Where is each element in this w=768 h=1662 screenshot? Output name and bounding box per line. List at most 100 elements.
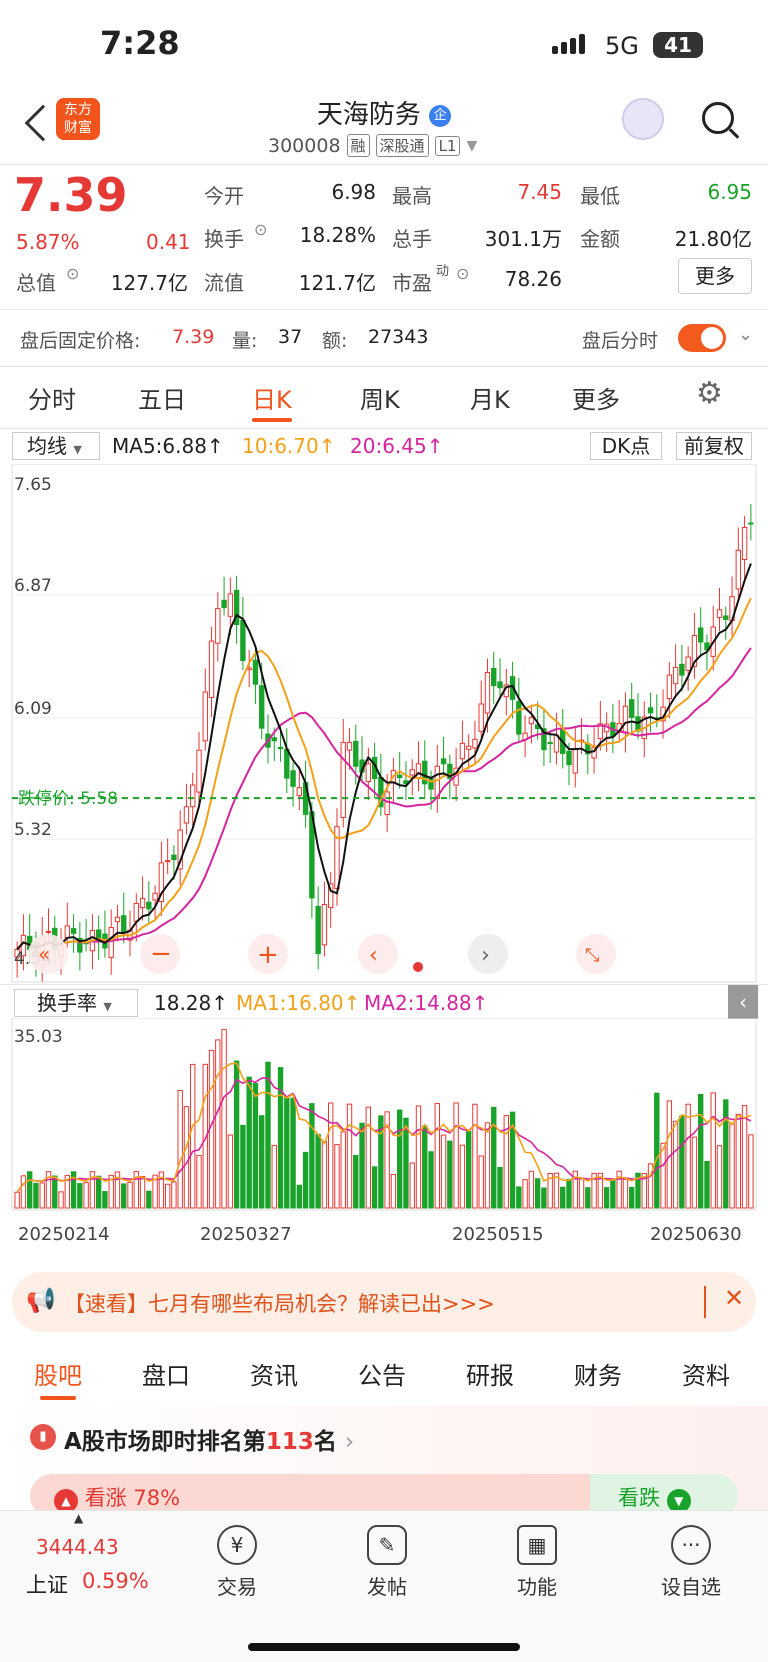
banner-text: 【速看】七月有哪些布局机会？解读已出>>> xyxy=(64,1292,495,1316)
turnover-bar xyxy=(660,1142,666,1209)
current-position-dot xyxy=(413,962,423,972)
turnover-bar xyxy=(509,1111,516,1209)
y-tick-label: 7.65 xyxy=(14,475,52,495)
turnover-bar xyxy=(83,1182,89,1209)
tab-monthly-k[interactable]: 月K xyxy=(470,386,510,414)
chevron-right-icon: › xyxy=(481,943,490,968)
pe-value: 78.26 xyxy=(504,267,562,291)
turnover-bar xyxy=(114,1171,121,1209)
clock: 7:28 xyxy=(100,24,180,62)
turnover-bar xyxy=(447,1140,453,1209)
candle xyxy=(315,905,321,955)
candle xyxy=(346,741,353,751)
zoom-out-button[interactable] xyxy=(140,934,180,974)
tab-intraday[interactable]: 分时 xyxy=(28,386,76,414)
candle xyxy=(177,829,183,870)
fullscreen-button[interactable] xyxy=(576,934,616,974)
stock-code: 300008 xyxy=(268,134,341,157)
info-icon[interactable]: ⊙ xyxy=(254,220,268,239)
turnover-bar xyxy=(741,1105,748,1209)
zoom-in-button[interactable] xyxy=(248,934,288,974)
turnover-bar xyxy=(453,1102,459,1209)
turnover-bar xyxy=(415,1105,422,1209)
afterhours-toggle[interactable] xyxy=(678,324,726,352)
candle xyxy=(240,619,246,662)
ranking-section[interactable]: ▮ A股市场即时排名第113名 › ▲ 看涨 78% 看跌 ▼ xyxy=(0,1406,768,1518)
ma20-value: 20:6.45↑ xyxy=(350,434,444,458)
turnover-bar xyxy=(321,1141,328,1209)
turnover-bar xyxy=(265,1061,271,1209)
low-value: 6.95 xyxy=(707,180,752,204)
tab-more[interactable]: 更多 xyxy=(572,386,620,414)
volume-value: 301.1万 xyxy=(484,227,562,251)
tab-profile[interactable]: 资料 xyxy=(682,1362,730,1390)
dk-point-button[interactable]: DK点 xyxy=(590,432,662,460)
nav-trade[interactable]: ¥ 交易 xyxy=(182,1525,292,1600)
turnover-bar xyxy=(353,1154,359,1209)
candle xyxy=(233,589,240,626)
tab-announcements[interactable]: 公告 xyxy=(358,1362,406,1390)
tab-order-book[interactable]: 盘口 xyxy=(142,1362,190,1390)
nav-add-watchlist[interactable]: ··· 设自选 xyxy=(636,1525,746,1600)
app-logo: 东方 财富 xyxy=(56,98,100,140)
candle xyxy=(271,737,277,742)
close-icon[interactable]: ✕ xyxy=(724,1284,745,1312)
turnover-bar xyxy=(553,1172,560,1209)
bear-button[interactable]: 看跌 ▼ xyxy=(618,1482,691,1513)
scroll-start-button[interactable] xyxy=(28,934,68,974)
turnover-bar xyxy=(190,1063,196,1209)
change-amt: 0.41 xyxy=(146,230,191,254)
tab-financials[interactable]: 财务 xyxy=(574,1362,622,1390)
signal-icon xyxy=(552,34,592,54)
mktcap-value: 127.7亿 xyxy=(110,271,188,295)
scroll-right-button[interactable] xyxy=(468,934,508,974)
info-icon[interactable]: ⊙ xyxy=(66,264,80,283)
nav-functions[interactable]: ▦ 功能 xyxy=(482,1525,592,1600)
turnover-bar xyxy=(434,1103,440,1209)
bull-button[interactable]: ▲ 看涨 78% xyxy=(54,1482,180,1513)
tab-weekly-k[interactable]: 周K xyxy=(360,386,400,414)
index-change[interactable]: 0.59% xyxy=(82,1569,149,1593)
collapse-panel-button[interactable]: ‹ xyxy=(728,985,758,1019)
enterprise-badge: 企 xyxy=(429,104,452,127)
open-value: 6.98 xyxy=(331,180,376,204)
more-button[interactable]: 更多 xyxy=(678,258,752,294)
index-value[interactable]: 3444.43 xyxy=(36,1535,119,1559)
turnover-bar xyxy=(578,1178,585,1209)
turnover-bar xyxy=(64,1175,70,1209)
turnover-bar xyxy=(440,1134,447,1209)
info-icon[interactable]: ⊙ xyxy=(456,264,470,283)
turnover-chart[interactable]: 35.03 20250214 20250327 20250515 2025063… xyxy=(0,1018,768,1258)
turnover-bar xyxy=(309,1103,315,1209)
turnover-bar xyxy=(635,1172,641,1209)
turnover-bar xyxy=(572,1170,578,1209)
tab-forum[interactable]: 股吧 xyxy=(34,1362,82,1390)
chevron-down-icon[interactable]: ⌄ xyxy=(738,324,754,345)
bottom-nav: ▲ 3444.43 上证 0.59% ¥ 交易 ✎ 发帖 ▦ 功能 ··· 设自选 xyxy=(0,1510,768,1662)
search-icon[interactable] xyxy=(702,102,734,134)
dropdown-icon[interactable]: ▼ xyxy=(466,137,478,154)
turnover-bar xyxy=(685,1103,691,1209)
tab-daily-k[interactable]: 日K xyxy=(252,386,292,414)
scroll-left-button[interactable] xyxy=(358,934,398,974)
sub-indicator-selector[interactable]: 换手率 ▼ xyxy=(14,989,138,1017)
kline-chart[interactable]: 跌停价: 5.58 7.65 6.87 6.09 5.32 4.54 « − +… xyxy=(0,464,768,984)
turnover-bar xyxy=(610,1178,616,1209)
nav-post[interactable]: ✎ 发帖 xyxy=(332,1525,442,1600)
promo-banner[interactable]: 📢 【速看】七月有哪些布局机会？解读已出>>> ✕ xyxy=(12,1272,756,1332)
index-name[interactable]: 上证 xyxy=(26,1573,68,1597)
adjust-button[interactable]: 前复权 xyxy=(676,432,752,460)
tab-news[interactable]: 资讯 xyxy=(250,1362,298,1390)
ranking-suffix: 名 xyxy=(313,1429,337,1455)
chart-settings-gear-icon[interactable]: ⚙ xyxy=(696,376,723,411)
tab-five-day[interactable]: 五日 xyxy=(138,386,186,414)
turnover-bar xyxy=(491,1106,497,1209)
robot-assistant-icon[interactable] xyxy=(622,98,664,140)
turnover-bar xyxy=(723,1099,729,1209)
tab-research[interactable]: 研报 xyxy=(466,1362,514,1390)
ma-selector[interactable]: 均线 ▼ xyxy=(12,432,100,460)
expand-icon: ⤡ xyxy=(585,945,599,966)
turnover-bar xyxy=(541,1187,547,1209)
turnover-bar xyxy=(284,1097,290,1209)
amount-value: 21.80亿 xyxy=(674,227,752,251)
